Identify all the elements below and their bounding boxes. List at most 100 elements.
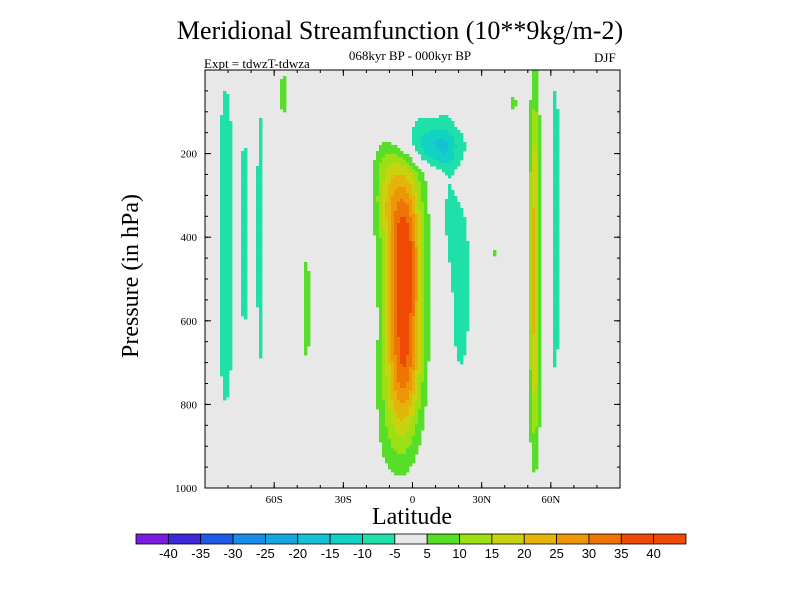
contour-cell	[535, 271, 539, 275]
contour-cell	[229, 178, 233, 182]
contour-cell	[382, 388, 386, 392]
contour-cell	[379, 154, 383, 158]
contour-cell	[424, 340, 428, 344]
contour-cell	[223, 325, 227, 329]
contour-cell	[241, 277, 245, 281]
contour-cell	[229, 121, 233, 125]
contour-cell	[226, 361, 230, 365]
contour-cell	[538, 238, 542, 242]
contour-cell	[391, 169, 395, 173]
contour-cell	[460, 316, 464, 320]
contour-cell	[409, 196, 413, 200]
contour-cell	[409, 364, 413, 368]
contour-cell	[529, 262, 533, 266]
contour-cell	[220, 346, 224, 350]
contour-cell	[403, 367, 407, 371]
contour-cell	[229, 256, 233, 260]
contour-cell	[307, 316, 311, 320]
contour-cell	[463, 271, 467, 275]
contour-cell	[430, 145, 434, 149]
contour-cell	[226, 244, 230, 248]
contour-cell	[391, 337, 395, 341]
contour-cell	[307, 325, 311, 329]
contour-cell	[376, 385, 380, 389]
contour-cell	[376, 289, 380, 293]
contour-cell	[376, 295, 380, 299]
contour-cell	[457, 205, 461, 209]
contour-cell	[403, 280, 407, 284]
contour-cell	[553, 136, 557, 140]
contour-cell	[226, 169, 230, 173]
contour-cell	[391, 205, 395, 209]
contour-cell	[397, 172, 401, 176]
contour-cell	[391, 319, 395, 323]
contour-cell	[223, 310, 227, 314]
contour-cell	[376, 199, 380, 203]
contour-cell	[406, 184, 410, 188]
contour-cell	[535, 325, 539, 329]
contour-cell	[415, 331, 419, 335]
contour-cell	[424, 283, 428, 287]
contour-cell	[394, 316, 398, 320]
contour-cell	[421, 412, 425, 416]
contour-cell	[451, 235, 455, 239]
contour-cell	[427, 304, 431, 308]
contour-cell	[532, 304, 536, 308]
contour-cell	[556, 229, 560, 233]
contour-cell	[535, 457, 539, 461]
contour-cell	[391, 445, 395, 449]
contour-cell	[304, 316, 308, 320]
contour-cell	[400, 448, 404, 452]
contour-cell	[388, 301, 392, 305]
contour-cell	[220, 127, 224, 131]
contour-cell	[241, 205, 245, 209]
contour-cell	[454, 343, 458, 347]
contour-cell	[532, 88, 536, 92]
contour-cell	[412, 241, 416, 245]
contour-cell	[421, 385, 425, 389]
contour-cell	[418, 376, 422, 380]
contour-cell	[463, 322, 467, 326]
contour-cell	[394, 196, 398, 200]
contour-cell	[394, 349, 398, 353]
contour-cell	[412, 409, 416, 413]
contour-cell	[535, 127, 539, 131]
contour-cell	[220, 142, 224, 146]
contour-cell	[538, 145, 542, 149]
contour-cell	[379, 433, 383, 437]
contour-cell	[400, 325, 404, 329]
contour-cell	[532, 442, 536, 446]
contour-cell	[433, 154, 437, 158]
contour-cell	[421, 193, 425, 197]
contour-cell	[424, 124, 428, 128]
contour-cell	[223, 379, 227, 383]
contour-cell	[436, 130, 440, 134]
contour-cell	[415, 265, 419, 269]
contour-cell	[463, 295, 467, 299]
contour-cell	[454, 151, 458, 155]
contour-cell	[394, 262, 398, 266]
contour-cell	[421, 256, 425, 260]
contour-cell	[529, 376, 533, 380]
contour-cell	[241, 295, 245, 299]
contour-cell	[424, 277, 428, 281]
contour-cell	[382, 277, 386, 281]
contour-cell	[259, 355, 263, 359]
contour-cell	[397, 412, 401, 416]
contour-cell	[538, 346, 542, 350]
contour-cell	[400, 412, 404, 416]
contour-cell	[418, 283, 422, 287]
contour-cell	[418, 340, 422, 344]
contour-cell	[421, 298, 425, 302]
contour-cell	[451, 286, 455, 290]
contour-cell	[412, 184, 416, 188]
contour-cell	[397, 328, 401, 332]
contour-cell	[532, 253, 536, 257]
contour-cell	[400, 334, 404, 338]
contour-cell	[376, 256, 380, 260]
contour-cell	[412, 430, 416, 434]
contour-cell	[403, 163, 407, 167]
contour-cell	[415, 268, 419, 272]
contour-cell	[406, 172, 410, 176]
contour-cell	[388, 226, 392, 230]
